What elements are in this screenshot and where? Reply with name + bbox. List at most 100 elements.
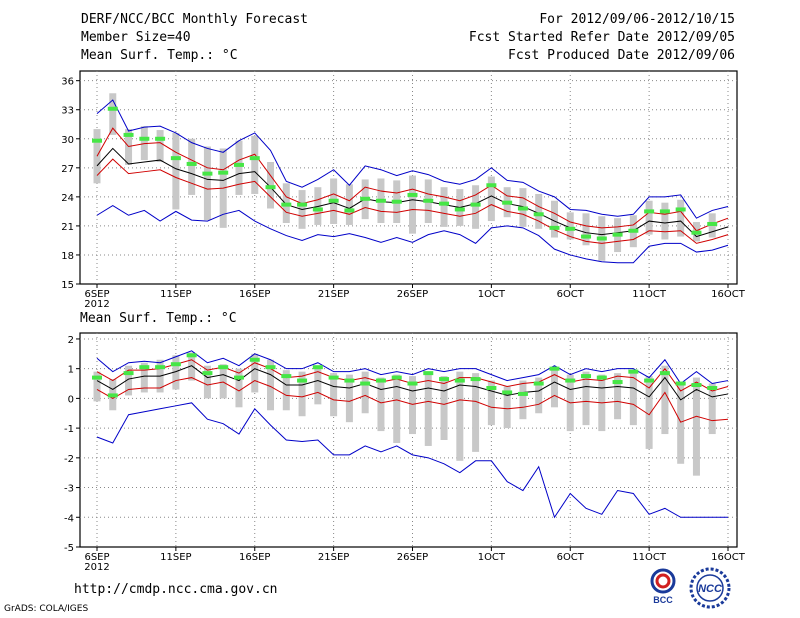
forecast-marker (202, 171, 213, 176)
forecast-marker (92, 138, 102, 143)
member-box (109, 93, 117, 135)
member-box (93, 129, 101, 184)
forecast-marker (486, 183, 497, 188)
forecast-marker (297, 202, 308, 207)
member-box (377, 377, 385, 432)
forecast-marker (391, 199, 402, 204)
forecast-marker (470, 202, 481, 207)
x-tick-label: 16OCT (711, 289, 746, 300)
x-tick-label: 11SEP (160, 289, 191, 300)
forecast-marker (202, 371, 213, 376)
y-tick-label: 15 (61, 280, 74, 291)
forecast-marker (549, 225, 560, 230)
member-box (424, 371, 432, 446)
forecast-marker (92, 375, 102, 380)
forecast-marker (612, 232, 623, 237)
forecast-marker (281, 374, 292, 379)
member-box (566, 212, 574, 240)
member-box (629, 371, 637, 426)
chart-title: DERF/NCC/BCC Monthly Forecast (81, 12, 308, 27)
x-tick-label: 6OCT (557, 552, 585, 563)
member-box (677, 199, 685, 237)
y-tick-label: 36 (61, 77, 74, 88)
forecast-marker (675, 207, 686, 212)
member-box (235, 140, 243, 195)
forecast-marker (581, 374, 592, 379)
forecast-marker (517, 206, 528, 211)
x-tick-year: 2012 (84, 562, 109, 573)
member-box (472, 185, 480, 229)
forecast-marker (186, 161, 197, 166)
y-tick-label: -4 (64, 513, 74, 524)
x-tick-label: 11OCT (632, 289, 667, 300)
member-box (692, 377, 700, 476)
member-box (409, 175, 416, 234)
ensemble-mean-line (96, 147, 729, 238)
forecast-marker (344, 378, 355, 383)
forecast-marker (107, 106, 118, 111)
y-tick-label: 30 (61, 135, 74, 146)
forecast-marker (312, 365, 323, 370)
forecast-marker (123, 371, 134, 376)
y-tick-label: -3 (64, 484, 74, 495)
member-box (251, 135, 259, 194)
member-box (298, 371, 306, 417)
member-box (361, 371, 369, 414)
member-size: Member Size=40 (81, 30, 191, 45)
y-tick-label: 1 (68, 365, 74, 376)
member-box (661, 202, 669, 240)
forecast-marker (691, 383, 702, 388)
forecast-marker (565, 226, 576, 231)
variable-label: Mean Surf. Temp.: °C (81, 48, 238, 63)
member-box (409, 376, 416, 435)
member-box (550, 367, 558, 408)
member-box (582, 371, 590, 426)
x-tick-label: 21SEP (318, 552, 349, 563)
forecast-marker (281, 202, 292, 207)
forecast-marker (486, 385, 497, 390)
forecast-marker (170, 156, 181, 161)
forecast-marker (581, 234, 592, 239)
forecast-marker (123, 132, 134, 137)
forecast-marker (707, 385, 718, 390)
bcc-logo: BCC (650, 568, 676, 605)
forecast-marker (691, 230, 702, 235)
produced-date: Fcst Produced Date 2012/09/06 (508, 48, 735, 63)
member-box (582, 213, 590, 246)
forecast-marker (407, 381, 418, 386)
start-ref-date: Fcst Started Refer Date 2012/09/05 (468, 30, 735, 45)
forecast-marker (502, 200, 513, 205)
ncc-logo-text: NCC (698, 583, 723, 595)
min-envelope-line (96, 402, 728, 519)
forecast-marker (659, 209, 670, 214)
member-box (330, 373, 338, 417)
x-tick-label: 21SEP (318, 289, 349, 300)
panel-title: Mean Surf. Temp.: °C (80, 311, 237, 326)
source-url[interactable]: http://cmdp.ncc.cma.gov.cn (74, 582, 278, 597)
member-box (172, 132, 180, 210)
forecast-marker (297, 378, 308, 383)
member-box (661, 365, 669, 435)
member-box (503, 386, 511, 429)
member-box (140, 362, 148, 393)
y-tick-label: -5 (64, 543, 74, 554)
member-box (188, 138, 196, 195)
forecast-marker (644, 209, 655, 214)
member-box (251, 353, 259, 393)
forecast-marker (423, 371, 434, 376)
forecast-marker (328, 375, 339, 380)
forecast-marker (533, 212, 544, 217)
forecast-marker (596, 236, 607, 241)
ncc-logo: NCC (689, 567, 731, 609)
x-tick-label: 11SEP (160, 552, 191, 563)
member-box (393, 374, 401, 443)
member-box (345, 184, 353, 225)
x-tick-label: 1OCT (478, 289, 506, 300)
member-box (282, 370, 290, 411)
forecast-marker (439, 201, 450, 206)
forecast-marker (265, 185, 276, 190)
member-box (708, 383, 716, 435)
y-tick-label: 24 (61, 193, 74, 204)
member-box (219, 364, 227, 399)
member-box (125, 365, 133, 396)
